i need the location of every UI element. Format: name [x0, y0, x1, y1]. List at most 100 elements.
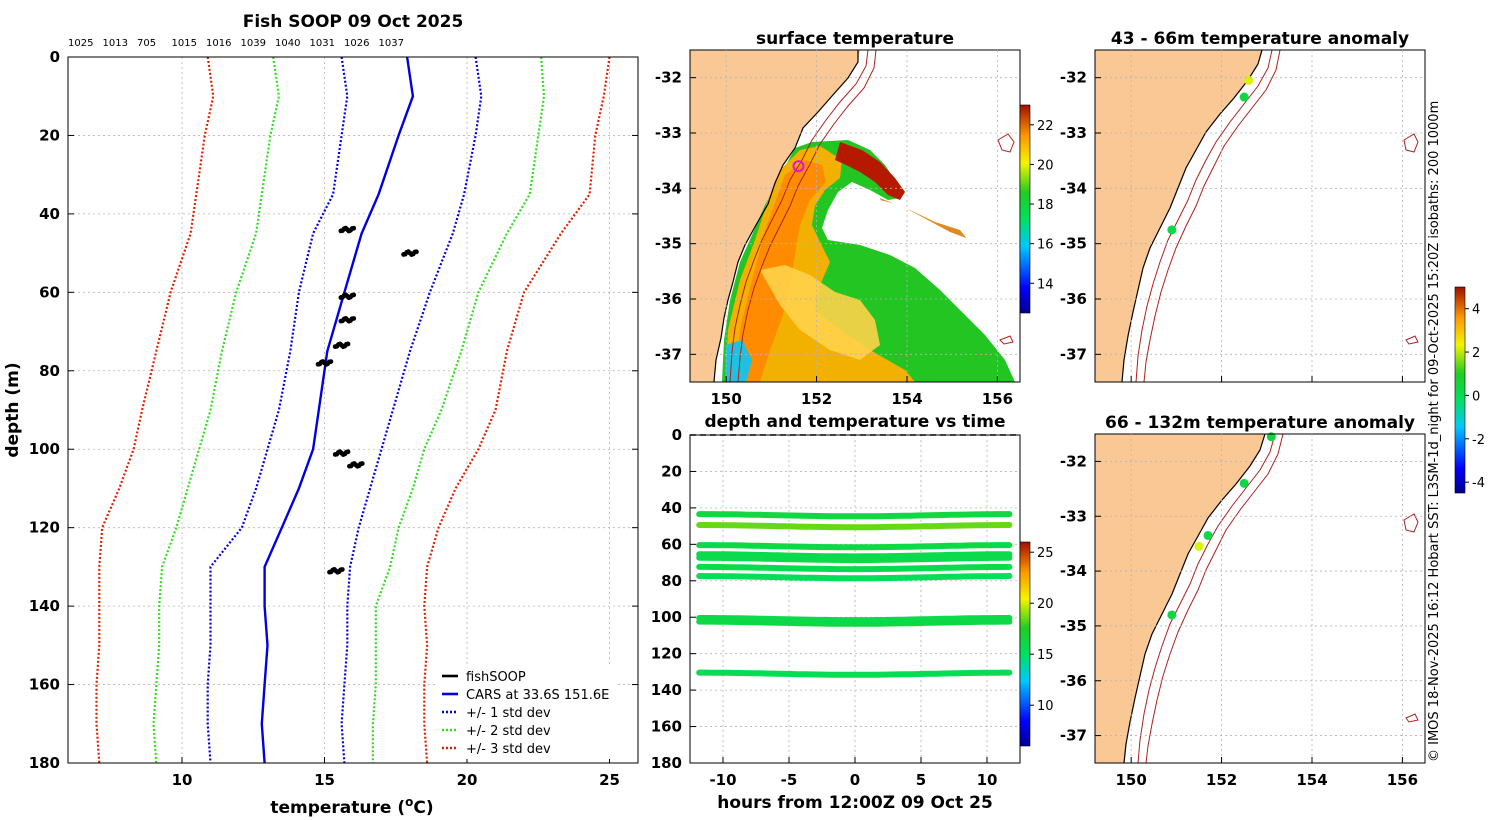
isobath-200m — [729, 50, 869, 382]
colorbar-tick-label: 2 — [1472, 346, 1480, 361]
x-tick-label: 10 — [172, 771, 193, 789]
isobath-200m — [1135, 50, 1273, 382]
seamount-isobath — [1403, 133, 1419, 153]
x-tick-label: 20 — [457, 771, 478, 789]
x-tick-label: 15 — [314, 771, 335, 789]
cruise-id-label: 1026 — [344, 38, 369, 49]
y-tick-label: 40 — [39, 205, 60, 223]
series-line — [423, 57, 611, 763]
profile-frame — [67, 56, 639, 764]
cruise-id-label: 1037 — [379, 38, 404, 49]
x-tick-label: 150 — [711, 390, 742, 408]
y-tick-label: -34 — [1060, 179, 1087, 197]
seamount-isobath — [997, 133, 1015, 153]
y-tick-label: -32 — [655, 69, 682, 87]
coastline — [1121, 50, 1263, 382]
anomaly-point — [1167, 610, 1177, 620]
y-tick-label: -35 — [655, 235, 682, 253]
y-tick-label: 120 — [651, 645, 682, 663]
y-tick-label: -37 — [655, 345, 682, 363]
x-tick-label: 152 — [801, 390, 832, 408]
colorbar-tick-label: 10 — [1037, 699, 1054, 714]
fishsoop-point — [328, 359, 334, 365]
y-tick-label: 20 — [661, 462, 682, 480]
x-tick-label: 154 — [891, 390, 922, 408]
cruise-id-label: 1013 — [103, 38, 128, 49]
cruise-id-label: 705 — [137, 38, 156, 49]
anom1-axis-ticks: -32 -33 -34 -35 -36 -37 — [1060, 50, 1425, 382]
isobath-1000m — [737, 50, 877, 382]
depth-band — [696, 618, 1013, 627]
land-mass — [690, 50, 860, 382]
anomaly-point — [1194, 541, 1204, 551]
x-tick-label: 0 — [850, 771, 860, 789]
sst-yellow-eddy — [760, 265, 880, 360]
series-line — [260, 57, 415, 763]
depth-band — [696, 563, 1013, 573]
profile-xlabel: temperature (oC) — [270, 795, 433, 818]
cruise-id-label: 1025 — [68, 38, 93, 49]
colorbar-tick-label: 22 — [1037, 119, 1054, 134]
anom2-axis-ticks: 150 152 154 156 -32 -33 -34 -35 -36 -37 — [1060, 434, 1425, 789]
surface-overlay — [792, 160, 805, 173]
y-tick-label: -36 — [655, 290, 682, 308]
depth-band — [696, 554, 1013, 563]
fishsoop-point — [339, 567, 345, 572]
fishsoop-point — [345, 341, 351, 347]
colorbar-tick-label: 20 — [1037, 158, 1054, 173]
depth-band — [696, 542, 1013, 551]
y-tick-label: 160 — [651, 718, 682, 736]
colorbar-tick-label: 16 — [1037, 238, 1054, 253]
legend-box — [435, 664, 615, 759]
legend-label: +/- 1 std dev — [466, 706, 551, 721]
profile-series — [95, 57, 611, 763]
depth-band — [696, 522, 1013, 531]
depth-band — [696, 551, 1013, 560]
seamount-isobath-south — [1405, 335, 1419, 345]
cloud-gap — [840, 195, 1000, 270]
seamount-isobath-south — [999, 335, 1014, 345]
copyright-note: © IMOS 18-Nov-2025 16:12 Hobart SST: L3S… — [1427, 101, 1442, 762]
isobath-1000m — [1145, 434, 1284, 763]
cruise-id-label: 1031 — [310, 38, 335, 49]
series-line — [95, 57, 215, 763]
isobath-1000m — [1143, 50, 1281, 382]
colorbar-tick-label: -2 — [1472, 433, 1485, 448]
y-tick-label: 80 — [39, 362, 60, 380]
profile-axis-ticks: 10 15 20 25 0 20 40 60 80 100 120 140 160 180 — [29, 48, 638, 789]
y-tick-label: -33 — [655, 124, 682, 142]
anom2-title: 66 - 132m temperature anomaly — [1105, 413, 1415, 433]
y-tick-label: 0 — [672, 426, 682, 444]
series-line — [371, 57, 546, 763]
y-tick-label: 40 — [661, 499, 682, 517]
anom2-map — [1095, 434, 1419, 763]
depth-band — [696, 573, 1013, 582]
x-tick-label: -10 — [709, 771, 736, 789]
y-tick-label: 180 — [29, 754, 60, 772]
y-tick-label: -34 — [655, 179, 682, 197]
colorbar-tick-label: 15 — [1037, 648, 1054, 663]
fishsoop-point — [345, 449, 351, 455]
fishsoop-observations — [315, 225, 419, 575]
y-tick-label: -36 — [1060, 672, 1087, 690]
y-tick-label: -37 — [1060, 345, 1087, 363]
fishsoop-point — [351, 316, 357, 321]
y-tick-label: 180 — [651, 754, 682, 772]
x-tick-label: -5 — [781, 771, 798, 789]
y-tick-label: 120 — [29, 519, 60, 537]
colorbar-tick-label: 4 — [1472, 303, 1480, 318]
x-tick-label: 150 — [1116, 771, 1147, 789]
colorbar-tick-label: 20 — [1037, 597, 1054, 612]
profile-grid — [68, 56, 638, 764]
y-tick-label: -33 — [1060, 124, 1087, 142]
y-tick-label: -36 — [1060, 290, 1087, 308]
seamount-isobath-south — [1405, 713, 1419, 723]
anomaly-colorbar — [1454, 286, 1466, 494]
cruise-id-label: 1015 — [172, 38, 197, 49]
vessel-position-marker — [792, 160, 805, 173]
cruise-id-label: 1040 — [275, 38, 300, 49]
legend-label: CARS at 33.6S 151.6E — [466, 688, 609, 703]
anomaly-point — [1239, 478, 1249, 488]
profile-title: Fish SOOP 09 Oct 2025 — [243, 12, 464, 32]
